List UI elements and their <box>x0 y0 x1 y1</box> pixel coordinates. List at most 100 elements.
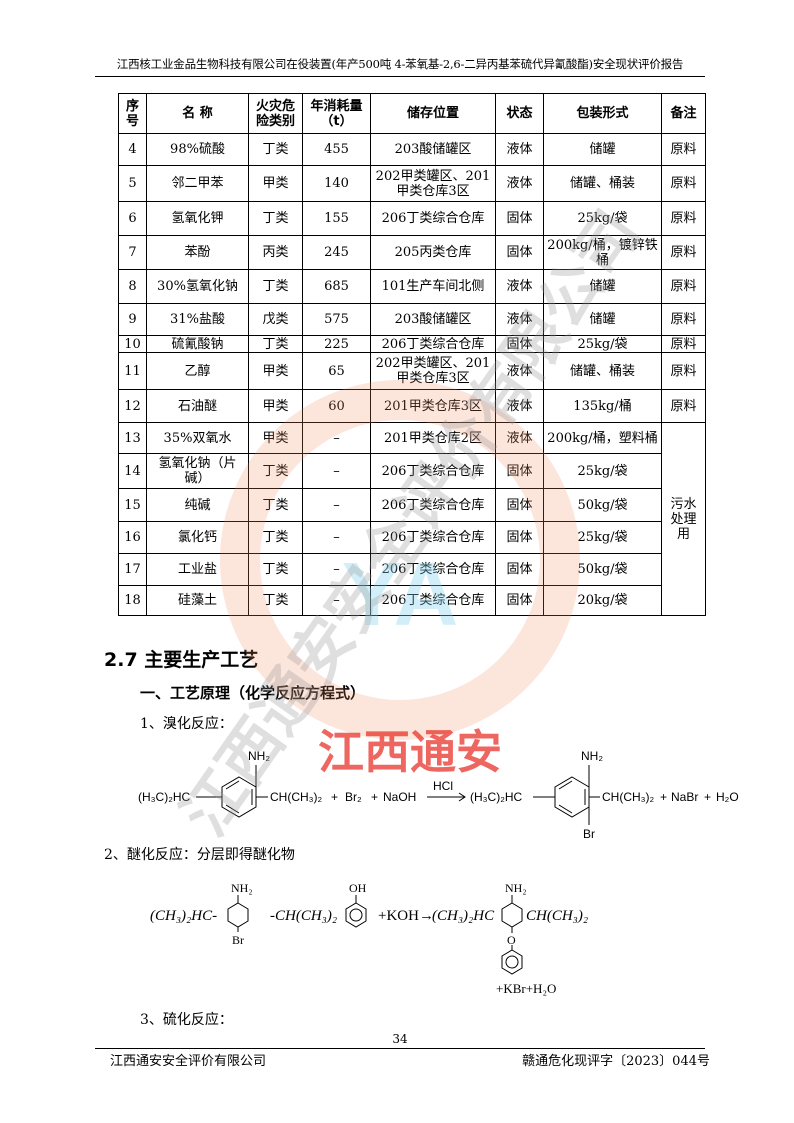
table-cell: 丁类 <box>248 335 303 353</box>
table-cell: 液体 <box>495 133 544 166</box>
chem-text: O <box>507 933 516 947</box>
table-cell: 液体 <box>495 352 544 390</box>
table-cell: 工业盐 <box>146 553 249 586</box>
table-row: 4 98%硫酸 丁类 455 203酸储罐区 液体 储罐 原料 <box>118 133 706 166</box>
table-cell: 储罐、桶装 <box>543 165 662 202</box>
section-title: 2.7 主要生产工艺 <box>104 649 259 671</box>
table-cell: 13 <box>118 422 147 454</box>
table-cell: 200kg/桶，镀锌铁桶 <box>543 235 662 270</box>
column-header: 火灾危险类别 <box>248 93 303 134</box>
table-cell: 25kg/袋 <box>543 453 662 489</box>
footer-code: 赣通危化现评字〔2023〕044号 <box>522 1054 710 1069</box>
table-cell: 17 <box>118 553 147 586</box>
table-cell: 200kg/桶，塑料桶 <box>543 422 662 454</box>
table-cell: 甲类 <box>248 389 303 423</box>
benzene-ring <box>501 949 523 975</box>
table-cell: 8 <box>118 269 147 304</box>
table-row: 18 硅藻土 丁类 –206丁类综合仓库 固体 20kg/袋 <box>118 585 706 616</box>
table-cell: 225 <box>302 335 371 353</box>
table-cell: 纯碱 <box>146 488 249 522</box>
table-cell: 甲类 <box>248 165 303 202</box>
table-cell: 31%盐酸 <box>146 303 249 336</box>
benzene-ring <box>554 776 590 818</box>
materials-table: 序号名 称火灾危险类别 年消耗量（t） 储存位置 状态 包装形式 备注 4 98%硫酸 丁类 4… <box>118 93 706 616</box>
table-cell: 原料 <box>661 269 706 304</box>
table-cell: 135kg/桶 <box>543 389 662 423</box>
table-cell: 7 <box>118 235 147 270</box>
table-row: 14 氢氧化钠（片碱） 丁类 –206丁类综合仓库 固体 25kg/袋 <box>118 453 706 489</box>
chem-text: Br₂ <box>345 790 362 804</box>
table-cell: 固体 <box>495 453 544 489</box>
table-cell: 原料 <box>661 389 706 423</box>
table-row: 6 氢氧化钾 丁类 155 206丁类综合仓库 固体 25kg/袋 原料 <box>118 201 706 236</box>
table-cell: 液体 <box>495 165 544 202</box>
table-cell: 液体 <box>495 303 544 336</box>
table-cell: 10 <box>118 335 147 353</box>
table-cell: 原料 <box>661 335 706 353</box>
table-cell: – <box>302 553 371 586</box>
reaction-2: (CH₃)₂HC- NH₂ Br -CH(CH₃)₂ OH +KOH→ (CH₃… <box>150 881 588 996</box>
table-cell: 固体 <box>495 585 544 616</box>
reaction-label: 1、溴化反应： <box>140 716 233 732</box>
reaction-label: 2、醚化反应：分层即得醚化物 <box>104 847 295 863</box>
table-cell: 25kg/袋 <box>543 521 662 554</box>
table-cell: 储罐 <box>543 269 662 304</box>
table-cell: 206丁类综合仓库 <box>370 553 496 586</box>
table-cell: 石油醚 <box>146 389 249 423</box>
table-cell: 邻二甲苯 <box>146 165 249 202</box>
table-cell: 11 <box>118 352 147 390</box>
chem-text: HCl <box>433 779 453 793</box>
table-cell: 202甲类罐区、201甲类仓库3区 <box>370 352 496 390</box>
chem-text: H₂O <box>716 790 739 804</box>
column-header: 储存位置 <box>370 93 496 134</box>
table-cell: 203酸储罐区 <box>370 303 496 336</box>
table-cell: 苯酚 <box>146 235 249 270</box>
table-cell: 储罐 <box>543 303 662 336</box>
header-rule <box>95 76 705 77</box>
table-cell: 丁类 <box>248 269 303 304</box>
chem-text: (CH₃)₂HC- <box>150 908 217 924</box>
column-header: 包装形式 <box>543 93 662 134</box>
table-row: 7 苯酚 丙类 245 205丙类仓库 固体 200kg/桶，镀锌铁桶 原料 <box>118 235 706 270</box>
table-cell: 60 <box>302 389 371 423</box>
table-cell: 硅藻土 <box>146 585 249 616</box>
table-cell: 氯化钙 <box>146 521 249 554</box>
table-cell: 35%双氧水 <box>146 422 249 454</box>
table-cell: 455 <box>302 133 371 166</box>
reaction-1: NH₂ (H₃C)₂HC CH(CH₃)₂ + Br₂ + NaOH HCl (… <box>138 749 739 841</box>
table-cell: 氢氧化钠（片碱） <box>146 453 249 489</box>
table-cell: 206丁类综合仓库 <box>370 488 496 522</box>
footer-company: 江西通安安全评价有限公司 <box>110 1054 267 1069</box>
table-cell: 丁类 <box>248 201 303 236</box>
chem-text: + <box>331 790 338 804</box>
table-cell: 50kg/袋 <box>543 553 662 586</box>
table-cell: 14 <box>118 453 147 489</box>
table-cell: 液体 <box>495 389 544 423</box>
reaction-label: 3、硫化反应： <box>140 1012 233 1028</box>
page-header: 江西核工业金品生物科技有限公司在役装置(年产500吨 4-苯氧基-2,6-二异丙… <box>116 57 684 71</box>
table-cell: 6 <box>118 201 147 236</box>
table-cell: 18 <box>118 585 147 616</box>
table-cell: 原料 <box>661 352 706 390</box>
table-row: 5 邻二甲苯 甲类 140 202甲类罐区、201甲类仓库3区 液体 储罐、桶装 原料 <box>118 165 706 202</box>
table-cell: 206丁类综合仓库 <box>370 335 496 353</box>
chem-text: NH₂ <box>581 749 603 763</box>
benzene-ring <box>221 776 257 818</box>
table-cell: 9 <box>118 303 147 336</box>
table-row: 9 31%盐酸 戊类 575 203酸储罐区 液体 储罐 原料 <box>118 303 706 336</box>
table-cell: 5 <box>118 165 147 202</box>
table-row: 13 35%双氧水 甲类 –201甲类仓库2区 液体 200kg/桶，塑料桶 污水处理用 <box>118 422 706 616</box>
table-cell: 203酸储罐区 <box>370 133 496 166</box>
table-cell: 206丁类综合仓库 <box>370 453 496 489</box>
table-cell: 140 <box>302 165 371 202</box>
table-cell: 205丙类仓库 <box>370 235 496 270</box>
table-cell: 101生产车间北侧 <box>370 269 496 304</box>
chem-text: + <box>660 790 667 804</box>
table-cell: 30%氢氧化钠 <box>146 269 249 304</box>
table-row: 16 氯化钙 丁类 –206丁类综合仓库 固体 25kg/袋 <box>118 521 706 554</box>
table-cell: – <box>302 488 371 522</box>
chem-text: CH(CH₃)₂ <box>526 908 588 924</box>
page-number: 34 <box>392 1032 408 1046</box>
chem-text: (H₃C)₂HC <box>470 790 523 804</box>
